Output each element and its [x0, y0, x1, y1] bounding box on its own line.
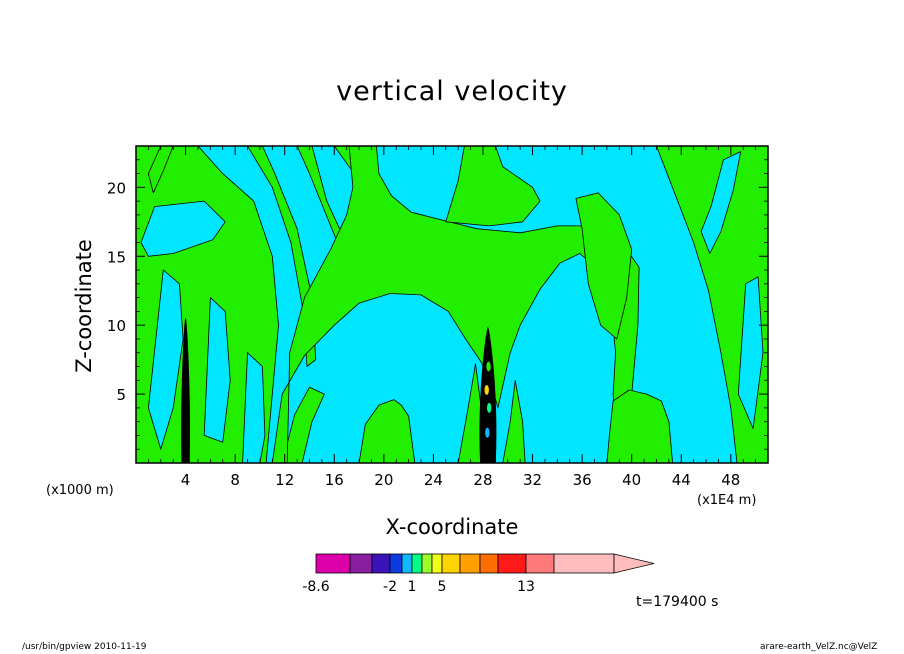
colorbar-box-8	[431, 553, 443, 574]
colorbar-box-11	[479, 553, 499, 574]
colorbar-label-1: -8.6	[302, 579, 329, 595]
colorbar-box-12	[497, 553, 527, 574]
negative-pocket-left-2	[203, 297, 231, 443]
negative-pocket-upper-left	[140, 200, 226, 257]
colorbar-box-3	[371, 553, 391, 574]
x-tick-label-20: 20	[374, 471, 393, 489]
x-tick-label-32: 32	[523, 471, 542, 489]
x-axis-label: X-coordinate	[385, 515, 519, 539]
positive-patch-lower-1	[358, 399, 416, 463]
x-tick-label-36: 36	[573, 471, 592, 489]
positive-patch-lower-3	[502, 379, 526, 463]
x-tick-label-8: 8	[230, 471, 240, 489]
colorbar-box-4	[389, 553, 403, 574]
time-label: t=179400 s	[636, 594, 719, 610]
colorbar-box-5	[401, 553, 413, 574]
x-tick-label-4: 4	[181, 471, 191, 489]
x-tick-label-40: 40	[622, 471, 641, 489]
colorbar-box-6	[411, 553, 423, 574]
x-tick-label-44: 44	[672, 471, 691, 489]
positive-streak-4	[148, 146, 174, 194]
y-tick-label-10: 10	[107, 317, 126, 335]
updraft-core-left	[181, 318, 191, 463]
y-axis-label: Z-coordinate	[72, 239, 96, 373]
positive-region-right-upper	[575, 192, 633, 340]
negative-pocket-right-2	[737, 276, 764, 429]
footer-source-file: arare-earth_VelZ.nc@VelZ	[760, 642, 878, 652]
x-tick-label-16: 16	[325, 471, 344, 489]
positive-region-right-base	[606, 389, 673, 463]
updraft-core-main	[479, 326, 497, 463]
colorbar-box-14	[553, 553, 615, 574]
contour-field	[136, 146, 768, 463]
x-tick-label-12: 12	[275, 471, 294, 489]
positive-arch	[271, 146, 640, 463]
y-tick-label-5: 5	[116, 386, 126, 404]
colorbar-box-7	[421, 553, 433, 574]
colorbar-arrow	[613, 553, 655, 574]
chart-title: vertical velocity	[336, 76, 568, 107]
core-highlight-1	[484, 384, 489, 395]
core-highlight-4	[486, 361, 491, 372]
x-tick-label-48: 48	[721, 471, 740, 489]
negative-pocket-right-1	[700, 151, 742, 254]
colorbar-box-2	[349, 553, 373, 574]
plot-frame	[135, 145, 769, 464]
x-tick-label-28: 28	[473, 471, 492, 489]
positive-region-top	[445, 146, 541, 227]
colorbar-box-9	[441, 553, 461, 574]
negative-pocket-left-3	[242, 352, 266, 463]
y-tick-label-20: 20	[107, 179, 126, 197]
colorbar-box-10	[459, 553, 481, 574]
colorbar-label-2: -2	[383, 579, 397, 595]
core-highlight-2	[486, 402, 492, 413]
positive-streak-5	[281, 386, 325, 463]
positive-patch-lower-2	[457, 363, 486, 463]
core-highlight-3	[485, 427, 490, 438]
x-axis-unit: (x1000 m)	[46, 483, 114, 498]
x-tick-label-24: 24	[424, 471, 443, 489]
colorbar-label-5: 13	[517, 579, 535, 595]
y-tick-label-15: 15	[107, 248, 126, 266]
colorbar-label-3: 1	[408, 579, 417, 595]
x-axis-multiplier: (x1E4 m)	[697, 493, 757, 508]
footer-program-date: /usr/bin/gpview 2010-11-19	[22, 642, 147, 652]
colorbar-label-4: 5	[438, 579, 447, 595]
negative-pocket-left-1	[148, 269, 184, 450]
colorbar-box-1	[315, 553, 351, 574]
colorbar-box-13	[525, 553, 555, 574]
